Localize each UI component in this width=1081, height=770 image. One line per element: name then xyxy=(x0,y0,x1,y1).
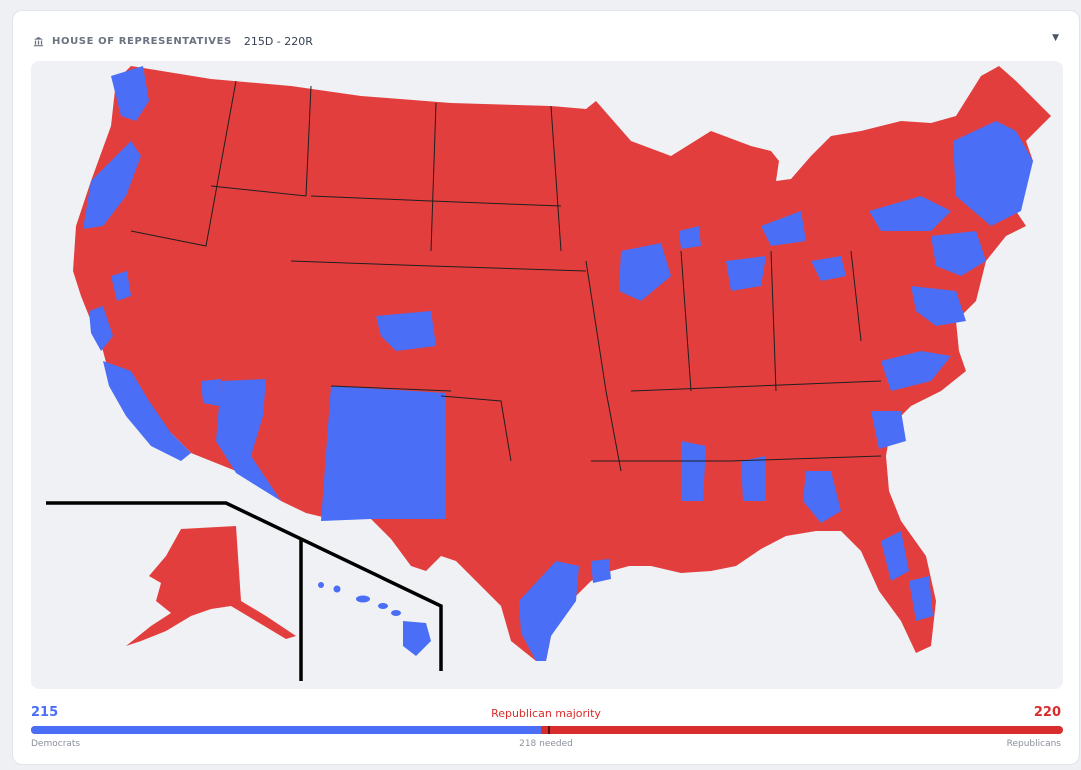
democrats-fill xyxy=(31,726,542,734)
district-wa-puget[interactable] xyxy=(111,66,149,121)
hawaii[interactable] xyxy=(318,582,431,656)
district-ga-atlanta[interactable] xyxy=(803,471,841,523)
district-ny-nj[interactable] xyxy=(931,231,986,276)
district-ms-delta[interactable] xyxy=(681,441,706,501)
district-mi[interactable] xyxy=(761,211,806,246)
house-results-card: HOUSE OF REPRESENTATIVES 215D - 220R ▼ xyxy=(12,10,1080,765)
republicans-label: Republicans xyxy=(1006,739,1061,749)
district-ca-sac[interactable] xyxy=(111,271,131,301)
district-al[interactable] xyxy=(741,456,766,501)
district-md-va[interactable] xyxy=(911,286,966,326)
majority-threshold-marker xyxy=(548,726,551,734)
card-header: HOUSE OF REPRESENTATIVES 215D - 220R xyxy=(33,33,313,49)
district-map[interactable] xyxy=(31,61,1063,689)
contiguous-us[interactable] xyxy=(73,66,1051,661)
district-nv-lv[interactable] xyxy=(201,379,221,406)
district-nc[interactable] xyxy=(881,351,951,391)
chevron-down-icon[interactable]: ▼ xyxy=(1052,33,1059,43)
district-ca-bay[interactable] xyxy=(89,306,113,351)
alaska[interactable] xyxy=(126,526,296,646)
democrats-seat-total: 215 xyxy=(31,705,59,720)
seat-progress-bar xyxy=(31,726,1063,734)
district-mn-twin-cities[interactable] xyxy=(619,243,671,301)
republicans-seat-total: 220 xyxy=(1033,705,1061,720)
state-borders xyxy=(130,80,882,472)
district-wi[interactable] xyxy=(679,226,701,249)
map-svg xyxy=(46,66,1051,681)
seat-count: 215D - 220R xyxy=(243,34,313,48)
card-title: HOUSE OF REPRESENTATIVES xyxy=(52,35,232,47)
inset-dividers xyxy=(46,501,443,681)
district-ny-upstate[interactable] xyxy=(869,196,951,231)
needed-label: 218 needed xyxy=(519,739,573,749)
district-tx-houston[interactable] xyxy=(591,559,611,583)
district-az[interactable] xyxy=(216,379,281,501)
district-co[interactable] xyxy=(376,311,436,351)
district-sc[interactable] xyxy=(871,411,906,449)
district-tx-south[interactable] xyxy=(519,561,579,661)
district-new-england[interactable] xyxy=(953,121,1033,226)
district-fl-south[interactable] xyxy=(909,576,933,621)
district-fl[interactable] xyxy=(881,531,909,581)
district-oh[interactable] xyxy=(811,256,846,281)
capitol-building-icon xyxy=(33,36,44,46)
majority-label: Republican majority xyxy=(491,707,601,720)
district-ca-la[interactable] xyxy=(103,361,191,461)
democratic-districts xyxy=(83,66,1033,661)
district-il-chicago[interactable] xyxy=(726,256,766,291)
district-nm[interactable] xyxy=(321,386,446,521)
democrats-label: Democrats xyxy=(31,739,81,749)
district-or-coast[interactable] xyxy=(83,141,141,229)
